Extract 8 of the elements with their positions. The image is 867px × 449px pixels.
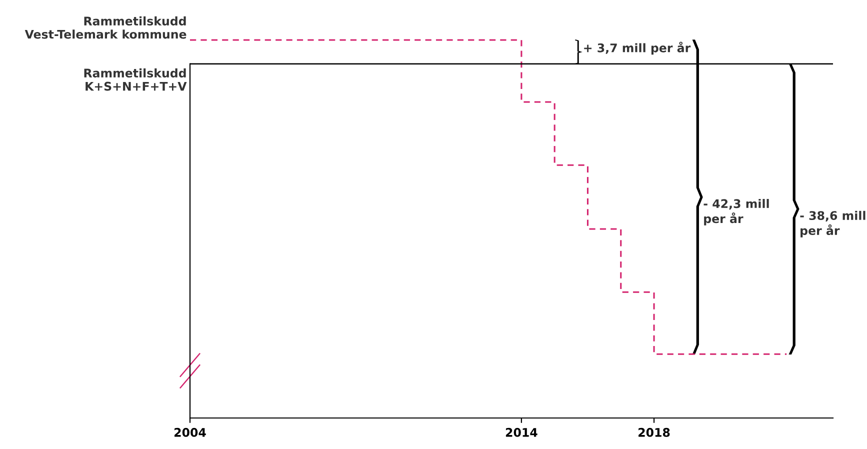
series-label: Rammetilskudd Vest-Telemark kommune (24, 16, 186, 39)
annotation: + 3,7 mill per år (584, 42, 691, 55)
annotation: - 42,3 mill per år (704, 198, 769, 226)
x-tick-label: 2018 (638, 428, 670, 437)
annotation: - 38,6 mill per år (800, 210, 866, 238)
ref-line-label: Rammetilskudd K+S+N+F+T+V (84, 68, 187, 91)
x-tick-label: 2014 (506, 428, 538, 437)
x-tick-label: 2004 (174, 428, 206, 437)
